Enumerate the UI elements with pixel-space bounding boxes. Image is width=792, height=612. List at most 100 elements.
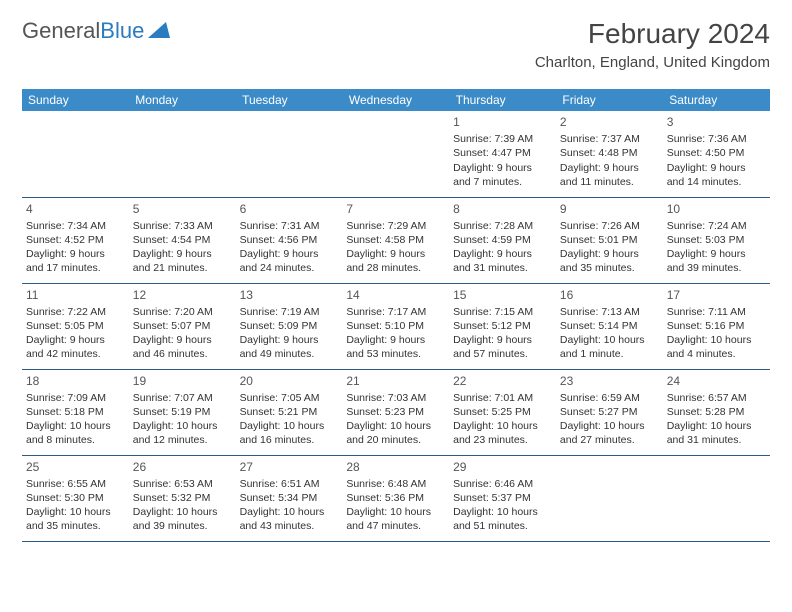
- cell-line-ss: Sunset: 4:50 PM: [667, 146, 766, 160]
- cell-line-ss: Sunset: 5:12 PM: [453, 319, 552, 333]
- cell-line-d1: Daylight: 10 hours: [346, 419, 445, 433]
- cell-line-ss: Sunset: 4:59 PM: [453, 233, 552, 247]
- cell-line-d2: and 8 minutes.: [26, 433, 125, 447]
- cell-line-d2: and 46 minutes.: [133, 347, 232, 361]
- day-number: 12: [133, 287, 232, 303]
- cell-line-ss: Sunset: 5:10 PM: [346, 319, 445, 333]
- cell-line-sr: Sunrise: 6:46 AM: [453, 477, 552, 491]
- day-number: 14: [346, 287, 445, 303]
- calendar-cell: 21Sunrise: 7:03 AMSunset: 5:23 PMDayligh…: [342, 369, 449, 455]
- calendar-cell: [236, 111, 343, 197]
- calendar-cell: 18 Sunrise: 7:09 AMSunset: 5:18 PMDayligh…: [22, 369, 129, 455]
- cell-line-d1: Daylight: 9 hours: [240, 333, 339, 347]
- cell-line-d1: Daylight: 9 hours: [240, 247, 339, 261]
- location: Charlton, England, United Kingdom: [535, 54, 770, 71]
- day-number: 18: [26, 373, 125, 389]
- cell-line-ss: Sunset: 5:36 PM: [346, 491, 445, 505]
- cell-line-d2: and 14 minutes.: [667, 175, 766, 189]
- cell-line-d2: and 23 minutes.: [453, 433, 552, 447]
- day-number: 27: [240, 459, 339, 475]
- calendar-cell: 15Sunrise: 7:15 AMSunset: 5:12 PMDayligh…: [449, 283, 556, 369]
- calendar-cell: 29Sunrise: 6:46 AMSunset: 5:37 PMDayligh…: [449, 455, 556, 541]
- cell-line-sr: Sunrise: 7:37 AM: [560, 132, 659, 146]
- logo-text-blue: Blue: [100, 18, 144, 44]
- cell-line-d2: and 12 minutes.: [133, 433, 232, 447]
- cell-line-ss: Sunset: 5:18 PM: [26, 405, 125, 419]
- cell-line-ss: Sunset: 4:48 PM: [560, 146, 659, 160]
- cell-line-d1: Daylight: 10 hours: [453, 505, 552, 519]
- day-header: Thursday: [449, 89, 556, 111]
- calendar-cell: 25Sunrise: 6:55 AMSunset: 5:30 PMDayligh…: [22, 455, 129, 541]
- day-number: 5: [133, 201, 232, 217]
- cell-line-d1: Daylight: 10 hours: [453, 419, 552, 433]
- cell-line-ss: Sunset: 4:47 PM: [453, 146, 552, 160]
- day-number: 21: [346, 373, 445, 389]
- calendar-table: SundayMondayTuesdayWednesdayThursdayFrid…: [22, 89, 770, 542]
- calendar-cell: 11Sunrise: 7:22 AMSunset: 5:05 PMDayligh…: [22, 283, 129, 369]
- day-number: 20: [240, 373, 339, 389]
- cell-line-d1: Daylight: 9 hours: [453, 161, 552, 175]
- cell-line-d1: Daylight: 9 hours: [453, 333, 552, 347]
- cell-line-ss: Sunset: 5:30 PM: [26, 491, 125, 505]
- cell-line-d1: Daylight: 10 hours: [560, 333, 659, 347]
- day-number: 25: [26, 459, 125, 475]
- calendar-cell: 1Sunrise: 7:39 AMSunset: 4:47 PMDaylight…: [449, 111, 556, 197]
- day-number: 8: [453, 201, 552, 217]
- cell-line-ss: Sunset: 5:09 PM: [240, 319, 339, 333]
- cell-line-sr: Sunrise: 7:19 AM: [240, 305, 339, 319]
- cell-line-ss: Sunset: 4:54 PM: [133, 233, 232, 247]
- calendar-cell: 12Sunrise: 7:20 AMSunset: 5:07 PMDayligh…: [129, 283, 236, 369]
- cell-line-sr: Sunrise: 7:24 AM: [667, 219, 766, 233]
- calendar-head: SundayMondayTuesdayWednesdayThursdayFrid…: [22, 89, 770, 111]
- header: GeneralBlue February 2024 Charlton, Engl…: [22, 18, 770, 71]
- cell-line-d2: and 47 minutes.: [346, 519, 445, 533]
- day-number: 17: [667, 287, 766, 303]
- calendar-cell: [342, 111, 449, 197]
- day-header: Wednesday: [342, 89, 449, 111]
- cell-line-sr: Sunrise: 7:31 AM: [240, 219, 339, 233]
- calendar-cell: [129, 111, 236, 197]
- cell-line-sr: Sunrise: 7:33 AM: [133, 219, 232, 233]
- day-number: 10: [667, 201, 766, 217]
- cell-line-d2: and 31 minutes.: [667, 433, 766, 447]
- cell-line-ss: Sunset: 5:16 PM: [667, 319, 766, 333]
- day-number: 16: [560, 287, 659, 303]
- cell-line-ss: Sunset: 5:03 PM: [667, 233, 766, 247]
- cell-line-d2: and 11 minutes.: [560, 175, 659, 189]
- cell-line-d2: and 51 minutes.: [453, 519, 552, 533]
- calendar-cell: 10Sunrise: 7:24 AMSunset: 5:03 PMDayligh…: [663, 197, 770, 283]
- cell-line-d1: Daylight: 9 hours: [26, 333, 125, 347]
- cell-line-d1: Daylight: 10 hours: [560, 419, 659, 433]
- cell-line-ss: Sunset: 5:14 PM: [560, 319, 659, 333]
- calendar-cell: [22, 111, 129, 197]
- cell-line-d1: Daylight: 10 hours: [240, 419, 339, 433]
- cell-line-sr: Sunrise: 7:39 AM: [453, 132, 552, 146]
- logo: GeneralBlue: [22, 18, 170, 44]
- cell-line-ss: Sunset: 5:19 PM: [133, 405, 232, 419]
- cell-line-d2: and 28 minutes.: [346, 261, 445, 275]
- cell-line-d1: Daylight: 10 hours: [26, 419, 125, 433]
- calendar-cell: 26Sunrise: 6:53 AMSunset: 5:32 PMDayligh…: [129, 455, 236, 541]
- calendar-cell: 14Sunrise: 7:17 AMSunset: 5:10 PMDayligh…: [342, 283, 449, 369]
- day-number: 2: [560, 114, 659, 130]
- day-number: 9: [560, 201, 659, 217]
- cell-line-d1: Daylight: 10 hours: [26, 505, 125, 519]
- cell-line-sr: Sunrise: 7:20 AM: [133, 305, 232, 319]
- calendar-body: 1Sunrise: 7:39 AMSunset: 4:47 PMDaylight…: [22, 111, 770, 541]
- cell-line-sr: Sunrise: 7:01 AM: [453, 391, 552, 405]
- cell-line-sr: Sunrise: 7:09 AM: [26, 391, 125, 405]
- cell-line-d1: Daylight: 9 hours: [560, 247, 659, 261]
- cell-line-d2: and 4 minutes.: [667, 347, 766, 361]
- day-number: 7: [346, 201, 445, 217]
- cell-line-sr: Sunrise: 7:15 AM: [453, 305, 552, 319]
- cell-line-sr: Sunrise: 7:36 AM: [667, 132, 766, 146]
- day-header: Sunday: [22, 89, 129, 111]
- calendar-cell: 13Sunrise: 7:19 AMSunset: 5:09 PMDayligh…: [236, 283, 343, 369]
- cell-line-ss: Sunset: 5:37 PM: [453, 491, 552, 505]
- cell-line-d2: and 39 minutes.: [133, 519, 232, 533]
- cell-line-d1: Daylight: 10 hours: [667, 333, 766, 347]
- calendar-cell: 9Sunrise: 7:26 AMSunset: 5:01 PMDaylight…: [556, 197, 663, 283]
- cell-line-sr: Sunrise: 7:22 AM: [26, 305, 125, 319]
- cell-line-ss: Sunset: 5:21 PM: [240, 405, 339, 419]
- calendar-cell: [663, 455, 770, 541]
